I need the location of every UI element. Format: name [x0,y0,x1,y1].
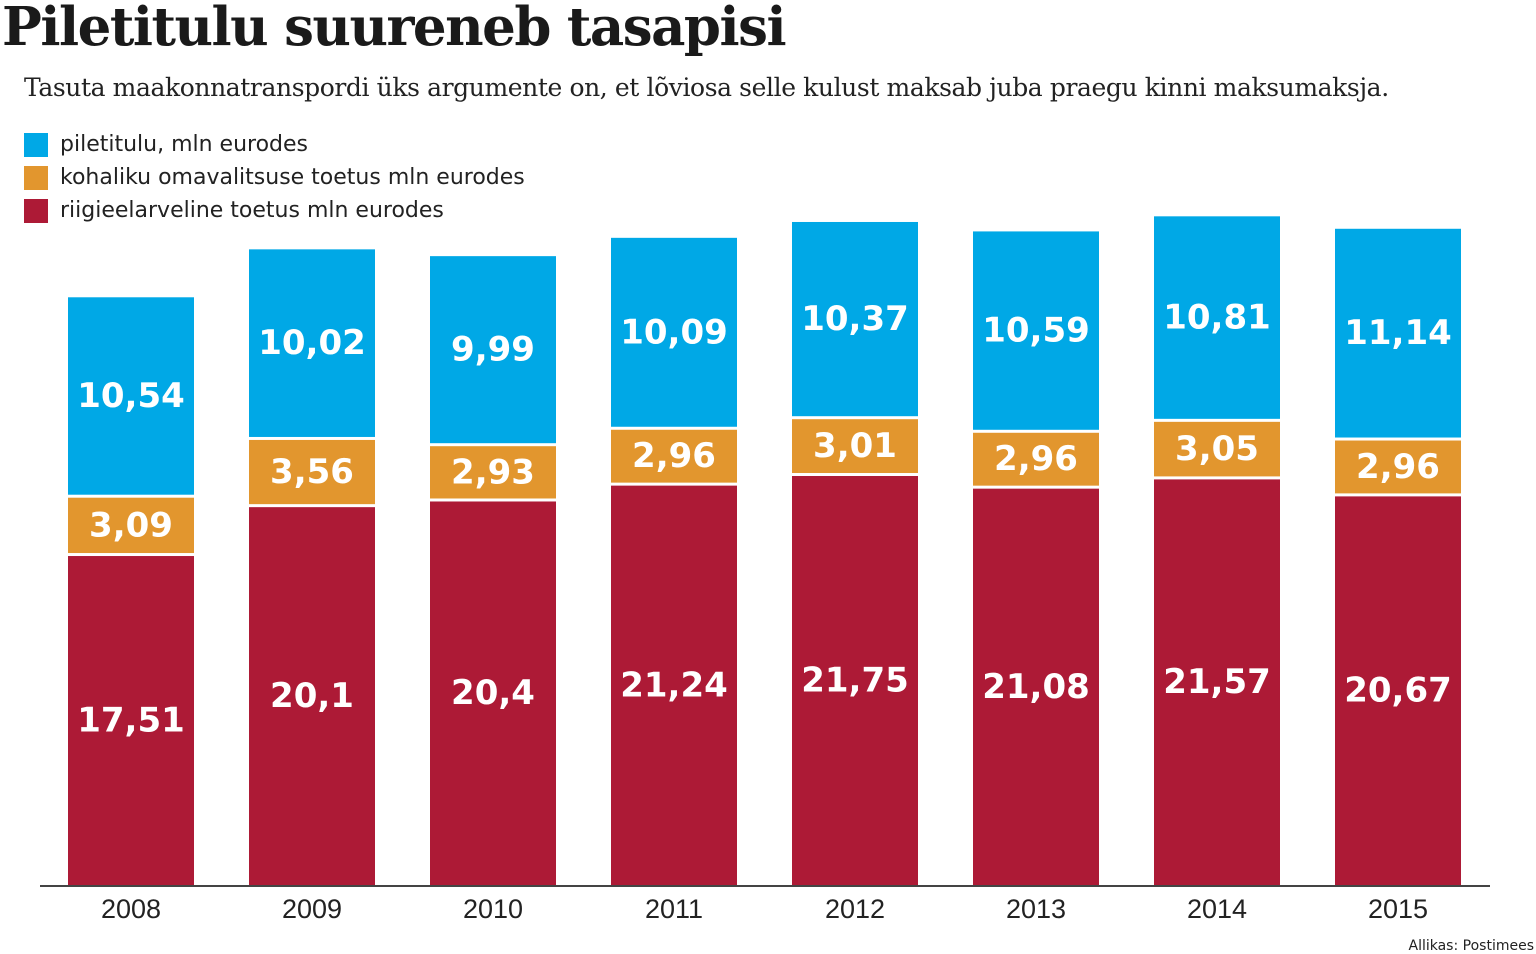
legend: piletitulu, mln eurodes kohaliku omavali… [24,128,525,227]
bar-label-riigieelarveline-2011: 21,24 [620,665,728,705]
x-tick-label-2015: 2015 [1368,894,1428,924]
legend-item-kohaliku-toetus: kohaliku omavalitsuse toetus mln eurodes [24,161,525,194]
legend-label-kohaliku-toetus: kohaliku omavalitsuse toetus mln eurodes [60,165,525,190]
bar-riigieelarveline-2008 [68,556,194,885]
bar-riigieelarveline-2015 [1335,496,1461,885]
legend-item-riigieelarveline-toetus: riigieelarveline toetus mln eurodes [24,194,525,227]
legend-label-piletitulu: piletitulu, mln eurodes [60,132,309,157]
legend-label-riigieelarveline-toetus: riigieelarveline toetus mln eurodes [60,198,444,223]
bar-label-riigieelarveline-2012: 21,75 [801,661,909,701]
x-tick-label-2013: 2013 [1006,894,1066,924]
x-tick-label-2014: 2014 [1187,894,1247,924]
bar-label-piletitulu-2009: 10,02 [258,323,366,363]
bar-label-kohaliku-2010: 2,93 [451,452,535,492]
bar-label-kohaliku-2009: 3,56 [270,452,354,492]
bar-kohaliku-2010 [430,446,556,499]
bar-label-piletitulu-2013: 10,59 [982,311,1090,351]
x-tick-label-2012: 2012 [825,894,885,924]
bar-label-kohaliku-2013: 2,96 [994,439,1078,479]
bar-label-riigieelarveline-2010: 20,4 [451,673,535,713]
bar-riigieelarveline-2011 [611,485,737,885]
bar-piletitulu-2008 [68,297,194,495]
bar-riigieelarveline-2010 [430,501,556,885]
bars-group [68,216,1461,885]
x-tick-label-2008: 2008 [101,894,161,924]
bar-piletitulu-2013 [973,231,1099,430]
legend-swatch-riigieelarveline-toetus [24,198,48,223]
bar-kohaliku-2009 [249,439,375,505]
bar-label-kohaliku-2012: 3,01 [813,426,897,466]
bar-piletitulu-2015 [1335,228,1461,438]
bar-kohaliku-2014 [1154,421,1280,477]
bar-piletitulu-2010 [430,256,556,444]
x-tick-labels-group: 2008 2009 2010 2011 2012 2013 2014 2015 [101,894,1428,924]
chart-subtitle: Tasuta maakonnatranspordi üks argumente … [24,73,1389,102]
bar-piletitulu-2011 [611,237,737,427]
bar-label-kohaliku-2014: 3,05 [1175,429,1259,469]
bar-label-piletitulu-2010: 9,99 [451,330,535,370]
bar-label-piletitulu-2008: 10,54 [77,376,185,416]
bar-kohaliku-2011 [611,429,737,483]
bar-piletitulu-2012 [792,221,918,417]
bar-labels-group: 17,51 3,09 10,54 20,1 3,56 10,02 20,4 2,93 9,99 2… [77,298,1452,741]
bar-label-kohaliku-2008: 3,09 [89,505,173,545]
bar-riigieelarveline-2014 [1154,479,1280,885]
bar-label-riigieelarveline-2015: 20,67 [1344,671,1452,711]
bar-riigieelarveline-2012 [792,476,918,885]
bar-label-riigieelarveline-2013: 21,08 [982,667,1090,707]
bar-piletitulu-2009 [249,249,375,437]
chart-title: Piletitulu suureneb tasapisi [2,0,787,58]
bar-label-kohaliku-2015: 2,96 [1356,447,1440,487]
bar-kohaliku-2015 [1335,440,1461,494]
bar-riigieelarveline-2013 [973,488,1099,885]
bar-riigieelarveline-2009 [249,507,375,885]
legend-item-piletitulu: piletitulu, mln eurodes [24,128,525,161]
bar-label-riigieelarveline-2008: 17,51 [77,701,185,741]
bar-label-piletitulu-2014: 10,81 [1163,298,1271,338]
bar-label-piletitulu-2011: 10,09 [620,312,728,352]
legend-swatch-piletitulu [24,132,48,157]
source-note: Allikas: Postimees [1408,938,1535,954]
x-tick-label-2010: 2010 [463,894,523,924]
bar-piletitulu-2014 [1154,216,1280,419]
bar-label-riigieelarveline-2009: 20,1 [270,676,354,716]
bar-kohaliku-2012 [792,419,918,474]
x-tick-label-2011: 2011 [645,894,703,924]
bar-label-piletitulu-2015: 11,14 [1344,313,1452,353]
bar-label-kohaliku-2011: 2,96 [632,436,716,476]
bar-label-riigieelarveline-2014: 21,57 [1163,662,1271,702]
bar-kohaliku-2013 [973,432,1099,486]
bar-label-piletitulu-2012: 10,37 [801,299,909,339]
bar-kohaliku-2008 [68,497,194,554]
x-tick-label-2009: 2009 [282,894,342,924]
legend-swatch-kohaliku-toetus [24,165,48,190]
